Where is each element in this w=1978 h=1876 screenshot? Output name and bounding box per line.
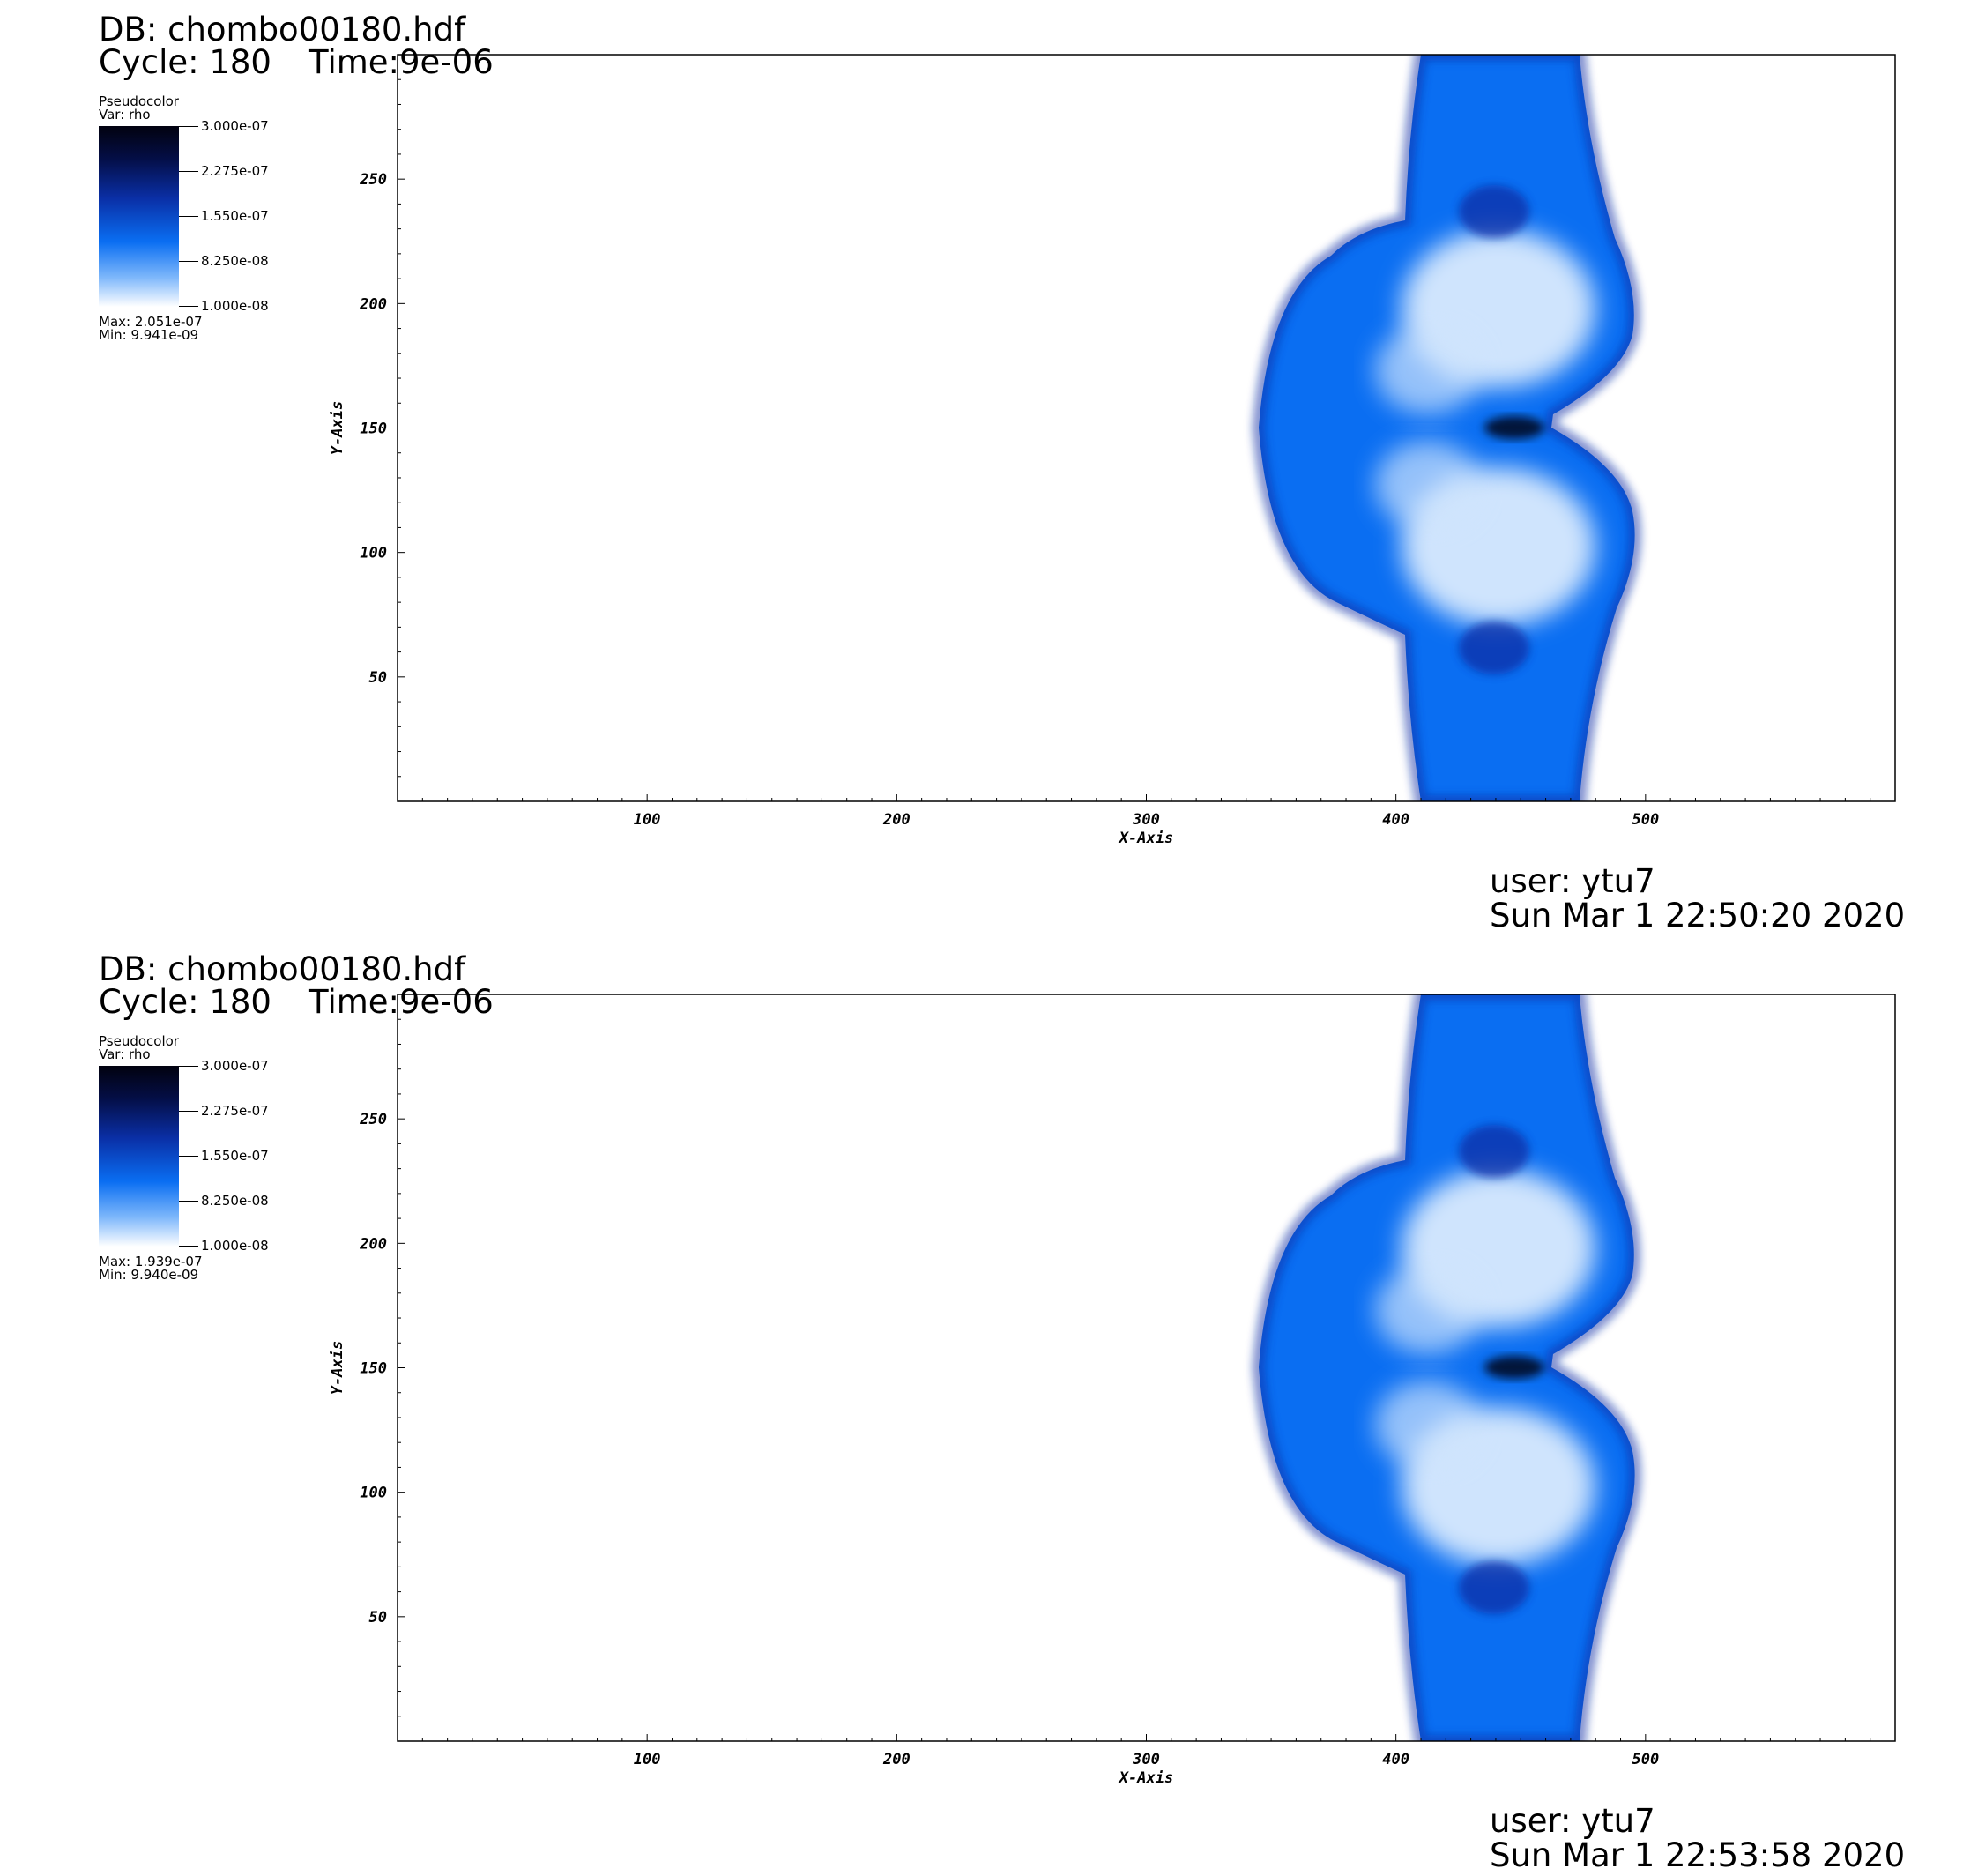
y-tick-label: 100 [360, 1485, 387, 1502]
y-tick-label: 150 [360, 1360, 387, 1378]
x-axis-title: X-Axis [1118, 1769, 1173, 1787]
vortex-core [1459, 185, 1529, 238]
x-tick-label: 500 [1632, 811, 1659, 829]
colorbar-tick [179, 1111, 198, 1112]
user-label: user: ytu7 [1490, 1802, 1655, 1840]
y-tick-label: 100 [360, 545, 387, 562]
colorbar-label: 2.275e-07 [201, 163, 269, 179]
legend-title: Pseudocolor [99, 93, 179, 109]
colorbar-tick [179, 1156, 198, 1157]
x-tick-label: 500 [1632, 1751, 1659, 1768]
plot-frame [397, 994, 1896, 1742]
cycle-label: Cycle: 180 [99, 983, 271, 1021]
y-axis-title: Y-Axis [329, 401, 346, 455]
database-label: DB: chombo00180.hdf [99, 950, 466, 988]
heatmap-plot: 100 200 300 400 500 50 100 150 200 250 X-Axis Y-Axi… [329, 54, 1896, 847]
colorbar-label: 3.000e-07 [201, 118, 269, 134]
legend-variable: Var: rho [99, 1046, 151, 1062]
x-tick-label: 200 [882, 811, 911, 829]
shocked-region [1259, 994, 1635, 1741]
colorbar-label: 1.000e-08 [201, 1238, 269, 1254]
database-label: DB: chombo00180.hdf [99, 11, 466, 48]
x-tick-label: 200 [882, 1751, 911, 1768]
colorbar-tick [179, 171, 198, 172]
colorbar-tick [179, 1066, 198, 1067]
y-tick-label: 150 [360, 421, 387, 438]
colorbar [99, 1066, 179, 1247]
x-tick-label: 400 [1382, 811, 1409, 829]
plot-frame [397, 54, 1896, 802]
vortex-core [1459, 622, 1529, 674]
colorbar-tick [179, 306, 198, 307]
x-tick-label: 300 [1132, 1751, 1160, 1768]
inner-light [1375, 1381, 1481, 1469]
x-tick-label: 300 [1132, 811, 1160, 829]
vortex-core [1459, 1561, 1529, 1614]
colorbar-label: 8.250e-08 [201, 253, 269, 269]
heatmap-plot: 100 200 300 400 500 50 100 150 200 250 X-Axis Y-Axi… [329, 994, 1896, 1787]
inner-light [1375, 326, 1481, 414]
colorbar-label: 1.550e-07 [201, 208, 269, 224]
y-tick-label: 50 [369, 1609, 387, 1627]
inner-light [1375, 441, 1481, 529]
date-label: Sun Mar 1 22:53:58 2020 [1490, 1836, 1906, 1874]
x-tick-label: 100 [634, 1751, 661, 1768]
colorbar-tick [179, 1201, 198, 1202]
colorbar-label: 1.550e-07 [201, 1148, 269, 1164]
legend-min: Min: 9.940e-09 [99, 1267, 199, 1283]
vortex-core [1459, 1125, 1529, 1178]
x-tick-label: 100 [634, 811, 661, 829]
shocked-region [1259, 55, 1635, 801]
legend-min: Min: 9.941e-09 [99, 327, 199, 343]
y-tick-label: 50 [369, 669, 387, 687]
colorbar-tick [179, 126, 198, 127]
time-label: Time:9e-06 [309, 983, 494, 1021]
colorbar-label: 3.000e-07 [201, 1058, 269, 1074]
colorbar-label: 8.250e-08 [201, 1193, 269, 1209]
y-tick-label: 250 [359, 171, 387, 189]
date-label: Sun Mar 1 22:50:20 2020 [1490, 897, 1906, 934]
central-knot [1484, 416, 1544, 439]
y-tick-label: 200 [359, 1235, 387, 1253]
colorbar-tick [179, 1246, 198, 1247]
y-axis-title: Y-Axis [329, 1341, 346, 1395]
colorbar-tick [179, 216, 198, 217]
plot-panel-1: DB: chombo00180.hdf Cycle: 180 Time:9e-0… [0, 0, 1978, 936]
legend-max: Max: 1.939e-07 [99, 1254, 203, 1269]
x-axis-title: X-Axis [1118, 830, 1173, 847]
y-tick-label: 200 [359, 295, 387, 313]
cycle-label: Cycle: 180 [99, 43, 271, 81]
colorbar-tick [179, 261, 198, 262]
central-knot [1484, 1356, 1544, 1379]
colorbar [99, 126, 179, 307]
legend-max: Max: 2.051e-07 [99, 314, 203, 330]
user-label: user: ytu7 [1490, 862, 1655, 900]
x-tick-label: 400 [1382, 1751, 1409, 1768]
y-tick-label: 250 [359, 1111, 387, 1128]
time-label: Time:9e-06 [309, 43, 494, 81]
colorbar-label: 1.000e-08 [201, 298, 269, 314]
colorbar-label: 2.275e-07 [201, 1103, 269, 1119]
density-field [1252, 55, 1641, 801]
density-field [1252, 994, 1641, 1741]
plot-panel-2: DB: chombo00180.hdf Cycle: 180 Time:9e-0… [0, 940, 1978, 1876]
legend-variable: Var: rho [99, 107, 151, 123]
inner-light [1375, 1266, 1481, 1354]
legend-title: Pseudocolor [99, 1033, 179, 1049]
